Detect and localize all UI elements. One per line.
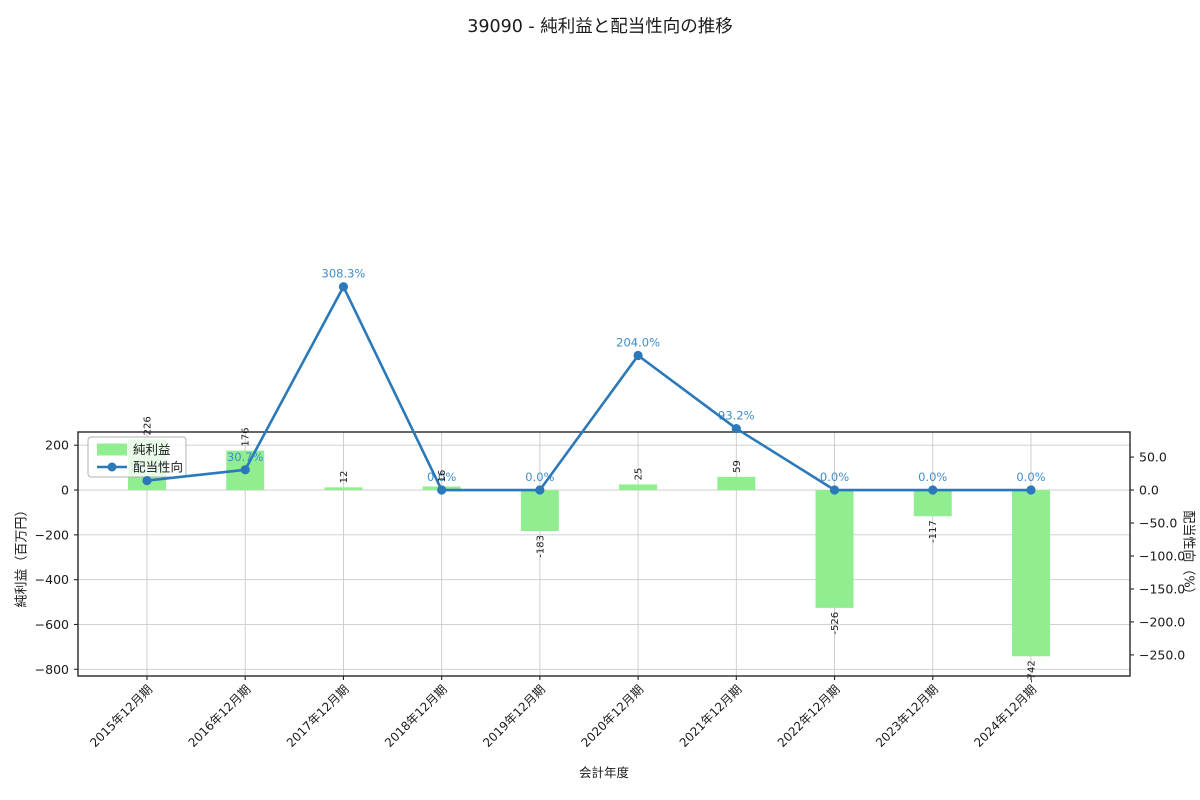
x-tick-label: 2023年12月期 <box>873 682 941 750</box>
legend-label-payout: 配当性向 <box>133 460 183 475</box>
payout-marker <box>829 485 840 495</box>
bar-value-label: 16 <box>437 470 448 483</box>
legend-bar-swatch <box>97 443 127 456</box>
right-tick-label: −150.0 <box>1139 581 1185 596</box>
left-tick-label: 0 <box>61 483 69 498</box>
bar-2017年12月期 <box>324 487 363 491</box>
bar-2019年12月期 <box>520 490 559 532</box>
bar-value-label: 12 <box>339 471 350 484</box>
bar-value-label: -117 <box>928 520 939 543</box>
x-tick-label: 2019年12月期 <box>480 682 548 750</box>
payout-marker <box>928 485 938 495</box>
payout-marker <box>240 465 250 475</box>
right-tick-label: 50.0 <box>1139 450 1167 465</box>
bar-value-label: -183 <box>535 535 546 558</box>
bar-value-label: -526 <box>830 612 841 635</box>
payout-label: 93.2% <box>718 409 755 423</box>
x-axis-title: 会計年度 <box>578 765 629 780</box>
bar-value-label: -742 <box>1026 660 1037 683</box>
left-tick-label: −800 <box>35 662 69 677</box>
bar-2020年12月期 <box>619 484 658 491</box>
right-tick-label: −200.0 <box>1139 614 1185 629</box>
left-tick-label: −600 <box>35 617 69 632</box>
bar-value-label: 59 <box>732 460 743 473</box>
right-tick-label: −250.0 <box>1139 647 1185 662</box>
payout-marker <box>437 485 447 495</box>
payout-marker <box>142 476 152 486</box>
x-tick-label: 2022年12月期 <box>775 682 843 750</box>
payout-marker <box>338 282 349 292</box>
bar-2024年12月期 <box>1011 490 1050 657</box>
payout-label: 204.0% <box>616 336 660 350</box>
payout-label: 0.0% <box>1016 470 1045 484</box>
left-tick-label: −200 <box>35 527 69 542</box>
plot-border <box>77 431 1131 677</box>
payout-label: 30.7% <box>227 450 264 464</box>
legend-label-net-income: 純利益 <box>133 442 171 457</box>
payout-marker <box>731 423 741 434</box>
bar-value-label: 226 <box>143 416 154 435</box>
x-tick-label: 2024年12月期 <box>971 682 1039 750</box>
x-tick-label: 2020年12月期 <box>578 682 646 750</box>
payout-line <box>146 285 1031 492</box>
payout-label: 308.3% <box>322 267 366 281</box>
payout-marker <box>633 350 643 361</box>
x-tick-label: 2015年12月期 <box>87 682 155 750</box>
bar-value-label: 176 <box>241 428 252 447</box>
x-tick-label: 2021年12月期 <box>677 682 745 750</box>
x-tick-label: 2016年12月期 <box>186 682 254 750</box>
x-tick-label: 2018年12月期 <box>382 682 450 750</box>
payout-label: 0.0% <box>918 470 947 484</box>
payout-marker <box>535 485 545 495</box>
payout-marker <box>1026 485 1036 495</box>
bar-value-label: 25 <box>634 468 645 481</box>
bar-2022年12月期 <box>815 490 854 608</box>
chart-title: 39090 - 純利益と配当性向の推移 <box>467 17 733 37</box>
bar-2021年12月期 <box>717 476 756 491</box>
left-tick-label: −400 <box>35 572 69 587</box>
payout-label: 0.0% <box>820 470 849 484</box>
right-tick-label: −100.0 <box>1139 548 1185 563</box>
right-tick-label: 0.0 <box>1139 483 1159 498</box>
legend-marker-sample <box>107 462 117 472</box>
left-tick-label: 200 <box>45 438 69 453</box>
x-tick-label: 2017年12月期 <box>284 682 352 750</box>
right-tick-label: −50.0 <box>1139 516 1177 531</box>
